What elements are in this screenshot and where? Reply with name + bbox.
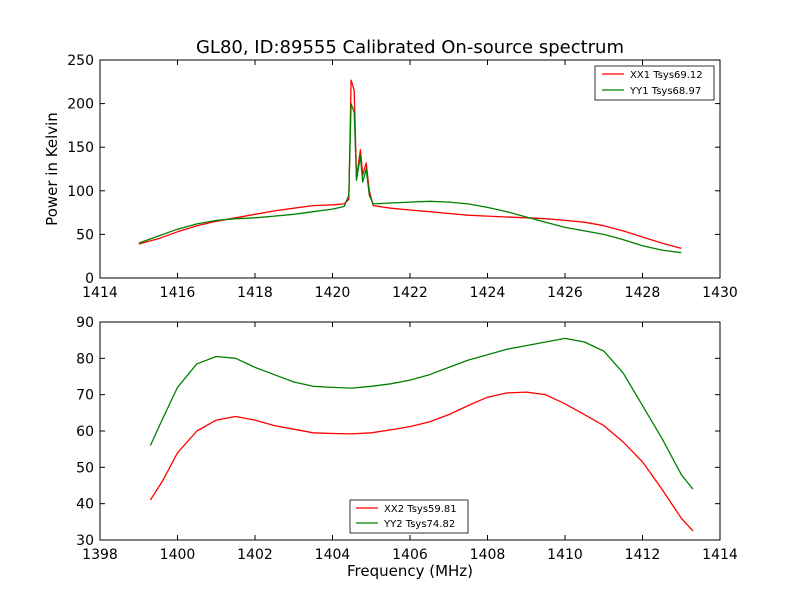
x-tick-label: 1402 <box>237 547 273 563</box>
legend-label-xx1: XX1 Tsys69.12 <box>630 70 703 81</box>
y-tick-label: 30 <box>76 533 94 549</box>
y-tick-label: 50 <box>76 460 94 476</box>
x-tick-label: 1414 <box>702 547 738 563</box>
legend: XX1 Tsys69.12 YY1 Tsys68.97 <box>594 65 715 101</box>
y-tick-label: 150 <box>67 140 94 156</box>
y-axis-label: Power in Kelvin <box>43 112 61 226</box>
y-tick-label: 200 <box>67 97 94 113</box>
x-tick-label: 1406 <box>392 547 428 563</box>
x-tick-label: 1398 <box>82 547 118 563</box>
x-axis-label: Frequency (MHz) <box>347 562 473 580</box>
legend-label-xx2: XX2 Tsys59.81 <box>384 504 457 515</box>
y-tick-label: 250 <box>67 53 94 69</box>
x-tick-label: 1414 <box>82 285 118 301</box>
x-tick-label: 1428 <box>625 285 661 301</box>
x-tick-label: 1404 <box>315 547 351 563</box>
x-tick-label: 1400 <box>160 547 196 563</box>
y-tick-label: 90 <box>76 315 94 331</box>
x-tick-label: 1418 <box>237 285 273 301</box>
plot-area <box>138 79 682 254</box>
legend-label-yy2: YY2 Tsys74.82 <box>383 519 455 530</box>
x-tick-label: 1426 <box>547 285 583 301</box>
y-tick-label: 40 <box>76 497 94 513</box>
series-line-yy1-tsys68-97 <box>138 102 682 254</box>
y-tick-label: 50 <box>76 227 94 243</box>
legend-label-yy1: YY1 Tsys68.97 <box>629 86 701 97</box>
top-panel: GL80, ID:89555 Calibrated On-source spec… <box>43 37 738 301</box>
bottom-panel: Frequency (MHz) 1398 1400 1402 1404 1406 1408… <box>76 315 738 580</box>
x-tick-label: 1416 <box>160 285 196 301</box>
x-tick-label: 1422 <box>392 285 428 301</box>
x-tick-label: 1420 <box>315 285 351 301</box>
legend-box <box>349 499 469 534</box>
x-tick-label: 1430 <box>702 285 738 301</box>
x-tick-label: 1412 <box>625 547 661 563</box>
y-tick-label: 70 <box>76 388 94 404</box>
y-tick-label: 100 <box>67 184 94 200</box>
x-tick-label: 1424 <box>470 285 506 301</box>
x-tick-label: 1408 <box>470 547 506 563</box>
y-tick-label: 60 <box>76 424 94 440</box>
series-line-yy2-tsys74-82 <box>149 337 694 490</box>
plot-area <box>149 337 694 532</box>
axis-ticks: 1398 1400 1402 1404 1406 1408 1410 1412 1414 30 40… <box>76 315 738 563</box>
axis-ticks: 1414 1416 1418 1420 1422 1424 1426 1428 1430 0 50 1… <box>67 53 738 301</box>
series-line-xx2-tsys59-81 <box>149 391 694 532</box>
legend: XX2 Tsys59.81 YY2 Tsys74.82 <box>349 499 469 534</box>
legend-box <box>594 65 715 101</box>
x-tick-label: 1410 <box>547 547 583 563</box>
series-line-xx1-tsys69-12 <box>138 79 682 250</box>
chart-title: GL80, ID:89555 Calibrated On-source spec… <box>196 37 624 58</box>
y-tick-label: 80 <box>76 351 94 367</box>
y-tick-label: 0 <box>85 271 94 287</box>
